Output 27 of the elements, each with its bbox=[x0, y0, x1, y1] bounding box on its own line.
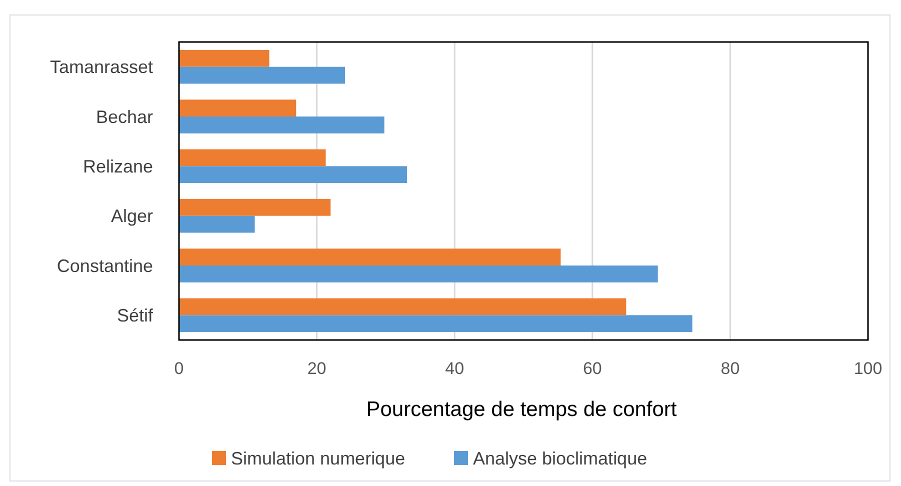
legend-label: Analyse bioclimatique bbox=[473, 448, 648, 468]
x-tick-label: 40 bbox=[445, 359, 464, 378]
bar bbox=[179, 116, 384, 134]
y-tick-label: Alger bbox=[110, 206, 153, 226]
bar bbox=[179, 266, 658, 282]
bar bbox=[179, 216, 255, 233]
x-tick-label: 60 bbox=[582, 359, 602, 378]
bar bbox=[179, 149, 326, 166]
bar bbox=[179, 198, 331, 216]
bar bbox=[179, 100, 296, 116]
x-tick-label: 100 bbox=[854, 359, 882, 378]
x-axis-title: Pourcentage de temps de confort bbox=[366, 398, 677, 421]
bar bbox=[179, 315, 692, 332]
y-tick-label: Tamanrasset bbox=[50, 57, 153, 78]
y-tick-label: Relizane bbox=[82, 156, 153, 176]
bar bbox=[179, 298, 626, 316]
x-tick-label: 20 bbox=[307, 359, 326, 378]
bar bbox=[179, 248, 561, 266]
x-tick-label: 0 bbox=[174, 359, 184, 378]
bar bbox=[179, 50, 270, 67]
y-tick-label: Constantine bbox=[56, 256, 153, 276]
bar bbox=[179, 66, 346, 84]
y-tick-label: Bechar bbox=[96, 106, 153, 127]
y-tick-label: Sétif bbox=[116, 305, 154, 326]
bar bbox=[179, 166, 408, 184]
legend-label: Simulation numerique bbox=[231, 448, 406, 468]
x-tick-label: 80 bbox=[720, 359, 740, 378]
